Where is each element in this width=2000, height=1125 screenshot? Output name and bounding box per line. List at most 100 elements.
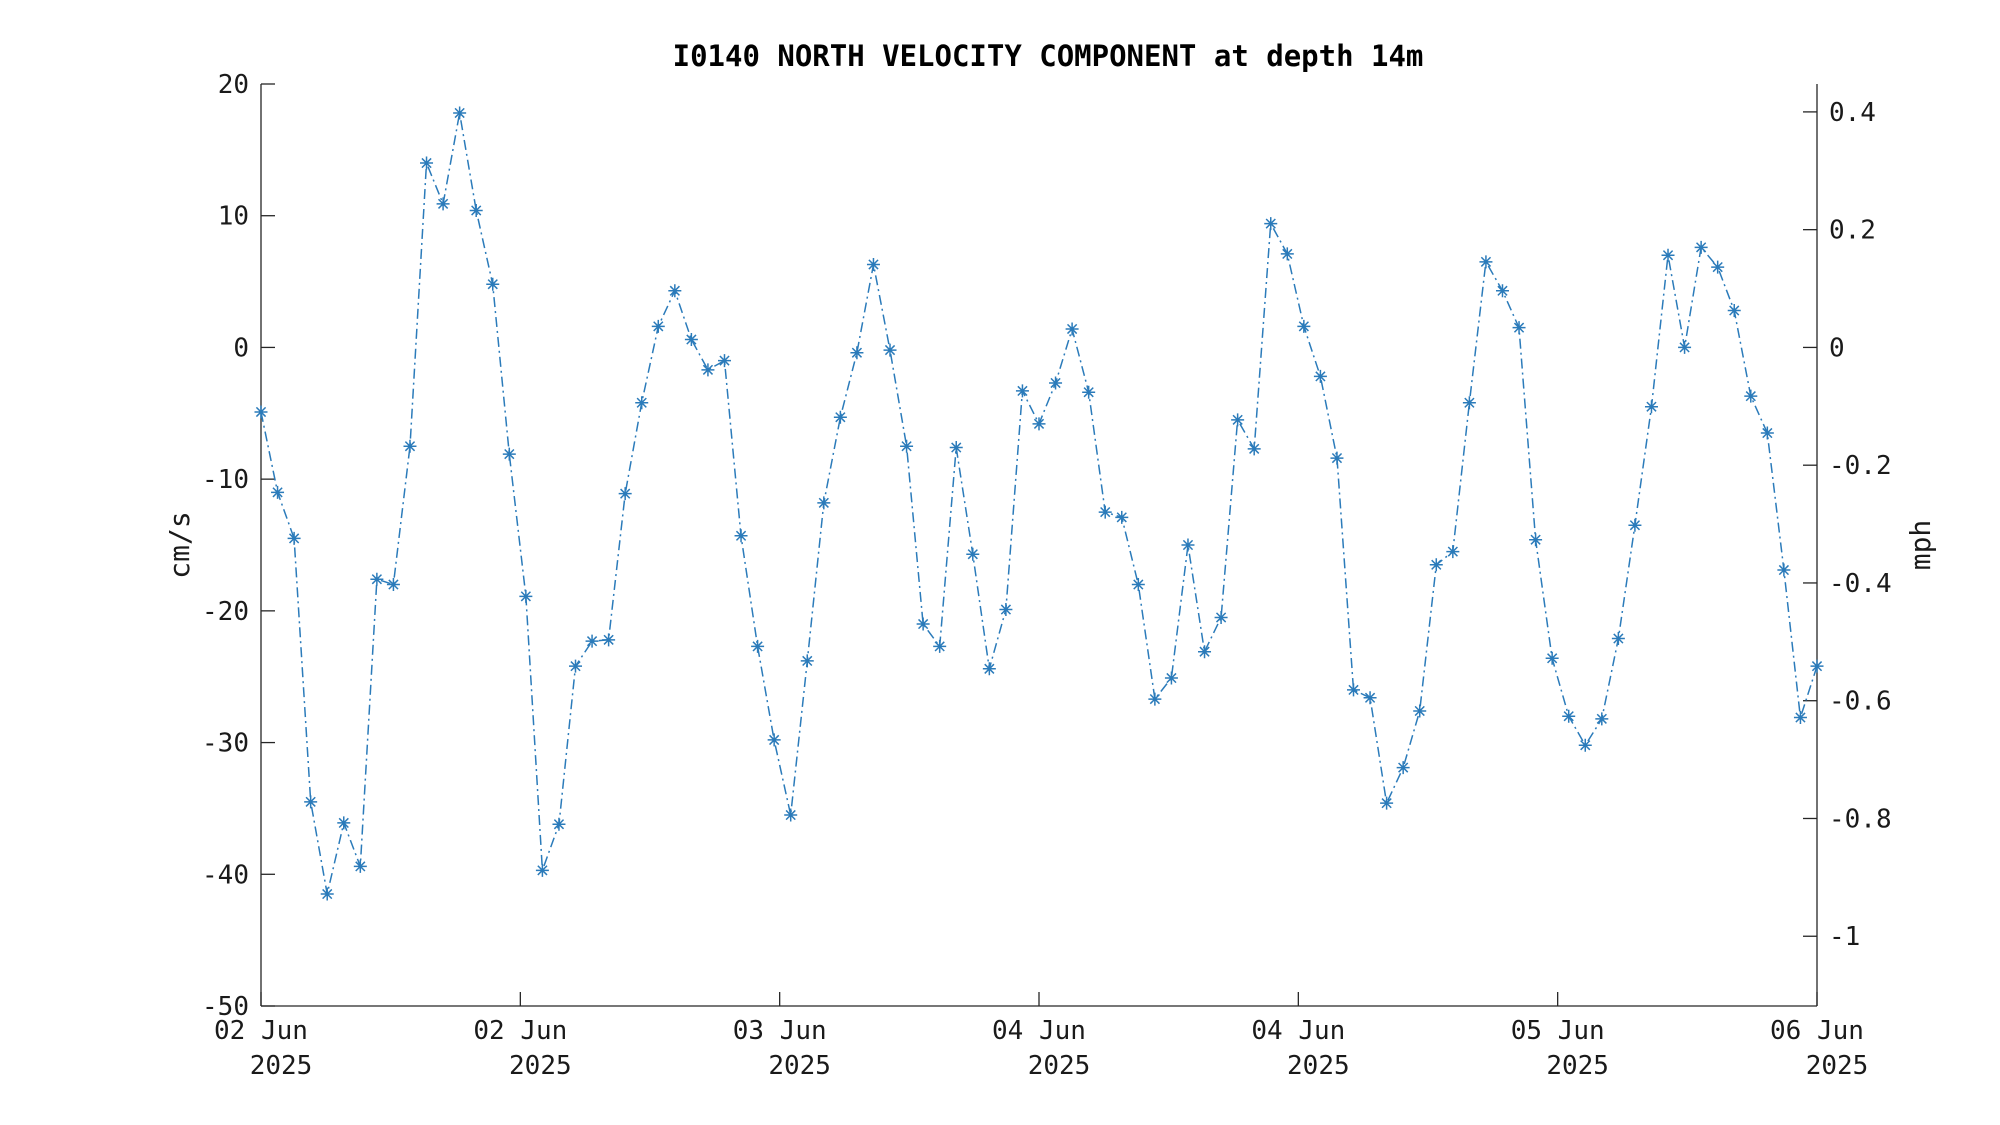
x-tick-year: 2025: [1287, 1051, 1350, 1081]
data-point: [651, 319, 665, 333]
chart-title: I0140 NORTH VELOCITY COMPONENT at depth …: [673, 39, 1424, 73]
data-point: [386, 578, 400, 592]
data-point: [933, 639, 947, 653]
data-point: [850, 346, 864, 360]
data-point: [966, 547, 980, 561]
x-tick-day: 03 Jun: [733, 1016, 827, 1046]
data-point: [287, 531, 301, 545]
right-tick-label: 0.4: [1829, 98, 1876, 128]
data-point: [370, 572, 384, 586]
series-markers: [254, 106, 1824, 901]
left-tick-label: -10: [202, 465, 249, 495]
data-point: [254, 405, 268, 419]
data-point: [1479, 255, 1493, 269]
data-point: [1429, 558, 1443, 572]
data-point: [800, 654, 814, 668]
data-point: [1148, 692, 1162, 706]
data-point: [469, 203, 483, 217]
data-point: [1694, 240, 1708, 254]
data-point: [1512, 321, 1526, 335]
left-tick-label: -30: [202, 729, 249, 759]
right-y-ticks: 0.4 0.2 0 -0.2 -0.4 -0.6 -0.8 -1: [1803, 98, 1892, 952]
data-point: [717, 354, 731, 368]
x-tick-day: 06 Jun: [1770, 1016, 1864, 1046]
data-point: [1363, 691, 1377, 705]
data-point: [420, 156, 434, 170]
data-point: [668, 284, 682, 298]
data-point: [519, 589, 533, 603]
right-tick-label: -0.2: [1829, 451, 1892, 481]
data-point: [1661, 248, 1675, 262]
data-point: [784, 808, 798, 822]
data-point: [337, 816, 351, 830]
data-point: [486, 277, 500, 291]
data-point: [1115, 510, 1129, 524]
data-point: [1529, 533, 1543, 547]
data-point: [1611, 632, 1625, 646]
data-point: [320, 887, 334, 901]
data-point: [1793, 711, 1807, 725]
data-point: [535, 863, 549, 877]
right-tick-label: -0.4: [1829, 569, 1892, 599]
data-point: [1015, 384, 1029, 398]
y-axis-label-left: cm/s: [163, 511, 196, 578]
x-tick-year: 2025: [1806, 1051, 1869, 1081]
x-tick-year: 2025: [768, 1051, 831, 1081]
data-point: [817, 496, 831, 510]
right-tick-label: -1: [1829, 922, 1860, 952]
plot-axes: [260, 84, 1818, 1007]
data-point: [502, 447, 516, 461]
data-point: [353, 859, 367, 873]
left-y-ticks: 20 10 0 -10 -20 -30 -40 -50: [202, 70, 275, 1022]
data-point: [1628, 518, 1642, 532]
data-point: [1413, 704, 1427, 718]
data-point: [883, 343, 897, 357]
left-tick-label: 10: [218, 202, 249, 232]
left-tick-label: 0: [233, 333, 249, 363]
data-point: [403, 439, 417, 453]
data-point: [1678, 340, 1692, 354]
data-point: [618, 487, 632, 501]
left-tick-label: -40: [202, 860, 249, 890]
data-point: [1313, 369, 1327, 383]
data-point: [271, 485, 285, 499]
right-tick-label: 0: [1829, 333, 1845, 363]
series-line: [260, 112, 1818, 895]
data-point: [1065, 322, 1079, 336]
data-point: [1297, 319, 1311, 333]
data-point: [585, 634, 599, 648]
data-point: [1330, 451, 1344, 465]
data-point: [1181, 538, 1195, 552]
x-tick-day: 05 Jun: [1511, 1016, 1605, 1046]
data-point: [1644, 400, 1658, 414]
x-tick-day: 02 Jun: [473, 1016, 567, 1046]
data-point: [1446, 545, 1460, 559]
data-point: [1810, 659, 1824, 673]
data-point: [1131, 578, 1145, 592]
left-tick-label: -50: [202, 992, 249, 1022]
data-point: [866, 257, 880, 271]
data-point: [1214, 610, 1228, 624]
data-point: [436, 197, 450, 211]
data-point: [1049, 376, 1063, 390]
data-point: [1578, 738, 1592, 752]
data-point: [1032, 417, 1046, 431]
data-point: [1562, 709, 1576, 723]
data-point: [1711, 260, 1725, 274]
data-point: [1198, 645, 1212, 659]
right-tick-label: -0.8: [1829, 804, 1892, 834]
data-point: [1727, 304, 1741, 318]
data-point: [1744, 389, 1758, 403]
data-point: [304, 795, 318, 809]
x-tick-year: 2025: [1028, 1051, 1091, 1081]
data-point: [453, 106, 467, 120]
data-point: [1082, 385, 1096, 399]
data-point: [1247, 442, 1261, 456]
data-point: [1264, 217, 1278, 231]
data-point: [999, 603, 1013, 617]
left-tick-label: 20: [218, 70, 249, 100]
right-tick-label: -0.6: [1829, 687, 1892, 717]
data-point: [552, 817, 566, 831]
x-tick-day: 04 Jun: [992, 1016, 1086, 1046]
data-point: [751, 639, 765, 653]
